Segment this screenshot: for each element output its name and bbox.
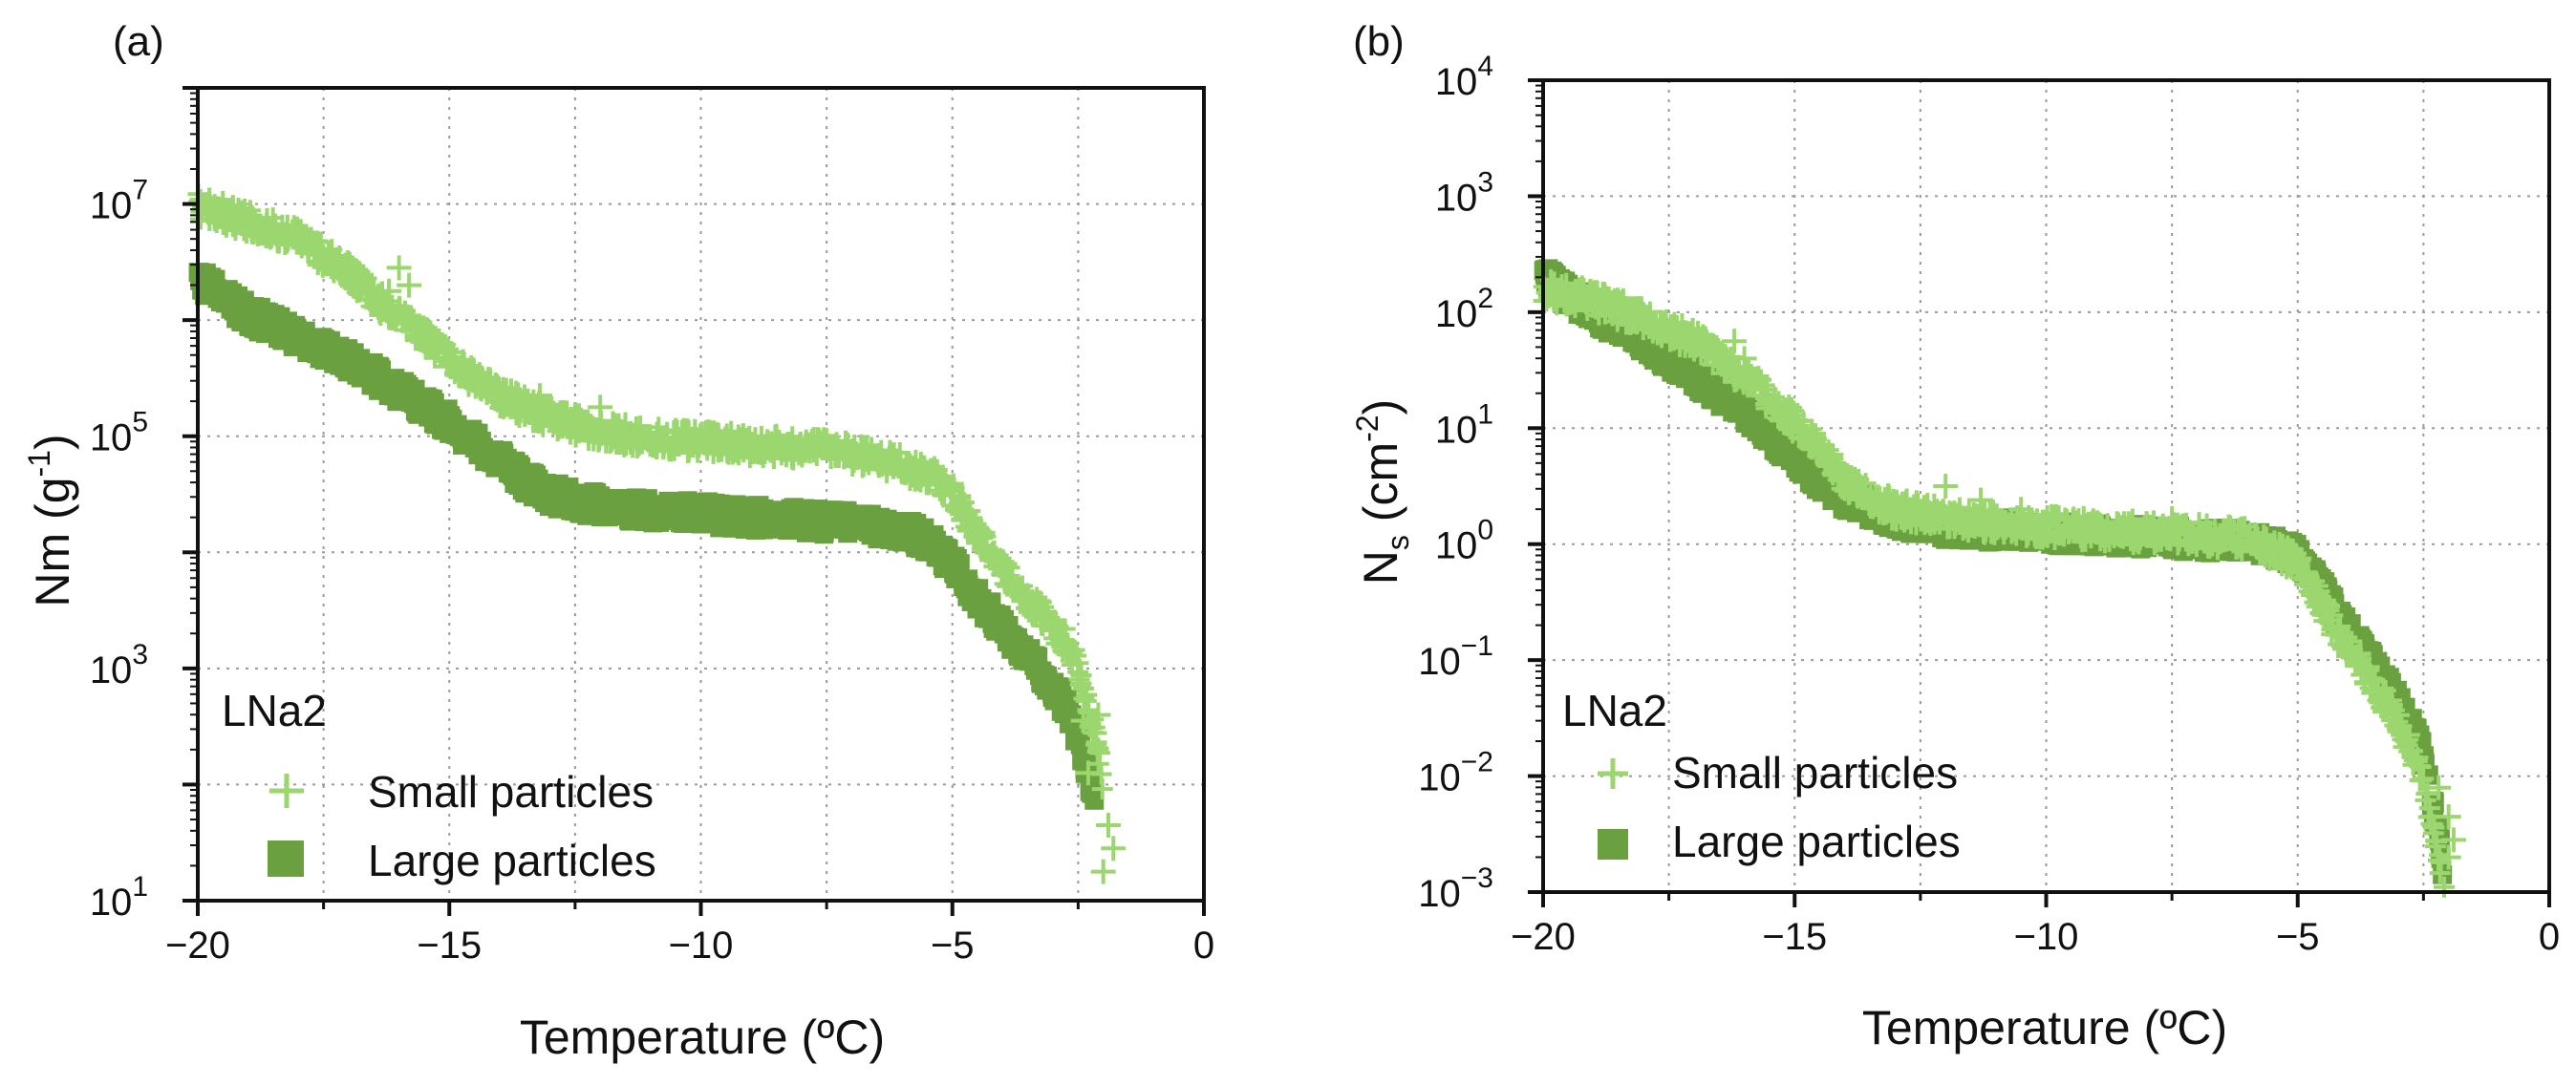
panel-a-y-title-sup: -1 bbox=[22, 450, 56, 477]
panel-b-y-title-mid: (cm bbox=[1354, 442, 1407, 535]
panel-a-y-title-main: Nm (g bbox=[26, 478, 79, 607]
panel-a-marks-small bbox=[187, 183, 1127, 884]
panel-b-legend-marker-large bbox=[1598, 829, 1628, 860]
y-tick-label: 10−1 bbox=[1418, 630, 1493, 683]
small-particle-point bbox=[1090, 859, 1116, 884]
panel-a-legend-label-large: Large particles bbox=[368, 836, 656, 885]
panel-a-legend-marker-large bbox=[268, 840, 304, 877]
large-particle-point bbox=[1084, 790, 1105, 810]
panel-b-y-ticks: 10−3 10−2 10−1 100 101 102 103 104 bbox=[1418, 51, 1543, 915]
panel-a-marks-large bbox=[188, 263, 1105, 810]
x-tick-label: 0 bbox=[2539, 916, 2560, 958]
panel-b-legend-label-small: Small particles bbox=[1672, 748, 1958, 798]
y-tick-label: 104 bbox=[1435, 51, 1493, 103]
y-tick-label: 107 bbox=[90, 175, 148, 227]
small-particle-point bbox=[212, 214, 234, 236]
y-tick-label: 101 bbox=[90, 871, 148, 924]
panel-a-legend-label-small: Small particles bbox=[368, 767, 654, 817]
panel-a-legend: LNa2 Small particles Large particles bbox=[222, 686, 656, 885]
panel-b-x-ticks: −20 −15 −10 −5 0 bbox=[1511, 892, 2560, 958]
panel-b-label: (b) bbox=[1353, 18, 1405, 65]
panel-b-legend: LNa2 Small particles Large particles bbox=[1562, 686, 1961, 866]
large-particle-point bbox=[1070, 734, 1090, 755]
panel-a-legend-marker-small bbox=[269, 774, 304, 808]
small-particle-point bbox=[1101, 836, 1127, 862]
y-tick-label: 103 bbox=[90, 639, 148, 691]
panel-b-legend-title: LNa2 bbox=[1562, 686, 1667, 735]
y-tick-label: 103 bbox=[1435, 166, 1493, 219]
panel-b-x-axis-title: Temperature (ºC) bbox=[1862, 1001, 2227, 1054]
x-tick-label: −5 bbox=[2276, 916, 2320, 958]
y-tick-label: 10−2 bbox=[1418, 747, 1493, 799]
panel-a-y-axis-title: Nm (g-1) bbox=[22, 434, 79, 606]
panel-a-grid bbox=[198, 88, 1204, 901]
small-particle-point bbox=[1095, 812, 1121, 838]
x-tick-label: −20 bbox=[1511, 916, 1576, 958]
panel-a: (a) −20 −15 −10 −5 0 101 103 105 107 Temperatur… bbox=[22, 18, 1214, 1064]
panel-b: (b) −20 −15 −10 −5 0 10−310−210−110010110210… bbox=[1350, 18, 2560, 1054]
panel-b-legend-label-large: Large particles bbox=[1672, 817, 1961, 866]
panel-b-y-title-sub: s bbox=[1381, 535, 1415, 550]
panel-b-y-axis-title: Ns (cm-2) bbox=[1350, 399, 1415, 585]
small-particle-point bbox=[355, 267, 377, 289]
x-tick-label: −10 bbox=[669, 925, 734, 967]
x-tick-label: −5 bbox=[931, 925, 975, 967]
x-tick-label: −20 bbox=[165, 925, 230, 967]
small-particle-point bbox=[310, 231, 332, 253]
x-tick-label: −10 bbox=[2014, 916, 2079, 958]
x-tick-label: −15 bbox=[1762, 916, 1827, 958]
panel-b-y-title-end: ) bbox=[1354, 399, 1407, 415]
y-tick-label: 100 bbox=[1435, 515, 1493, 567]
x-tick-label: 0 bbox=[1193, 925, 1214, 967]
y-tick-label: 102 bbox=[1435, 283, 1493, 335]
large-particle-point bbox=[950, 554, 970, 574]
panel-a-y-title-end: ) bbox=[26, 434, 79, 450]
panel-a-label: (a) bbox=[113, 18, 164, 65]
panel-b-y-title-sup: -2 bbox=[1350, 415, 1385, 441]
panel-a-legend-title: LNa2 bbox=[222, 686, 327, 735]
y-tick-label: 101 bbox=[1435, 398, 1493, 451]
panel-a-y-ticks: 101 103 105 107 bbox=[90, 86, 198, 924]
small-particle-point bbox=[1933, 474, 1959, 499]
panel-a-x-ticks: −20 −15 −10 −5 0 bbox=[165, 901, 1214, 967]
y-tick-label: 10−3 bbox=[1418, 862, 1493, 915]
panel-a-x-axis-title: Temperature (ºC) bbox=[520, 1011, 885, 1064]
y-tick-label: 105 bbox=[90, 407, 148, 459]
panel-b-legend-marker-small bbox=[1598, 758, 1628, 789]
panel-b-y-title-main: N bbox=[1354, 550, 1407, 585]
x-tick-label: −15 bbox=[417, 925, 482, 967]
